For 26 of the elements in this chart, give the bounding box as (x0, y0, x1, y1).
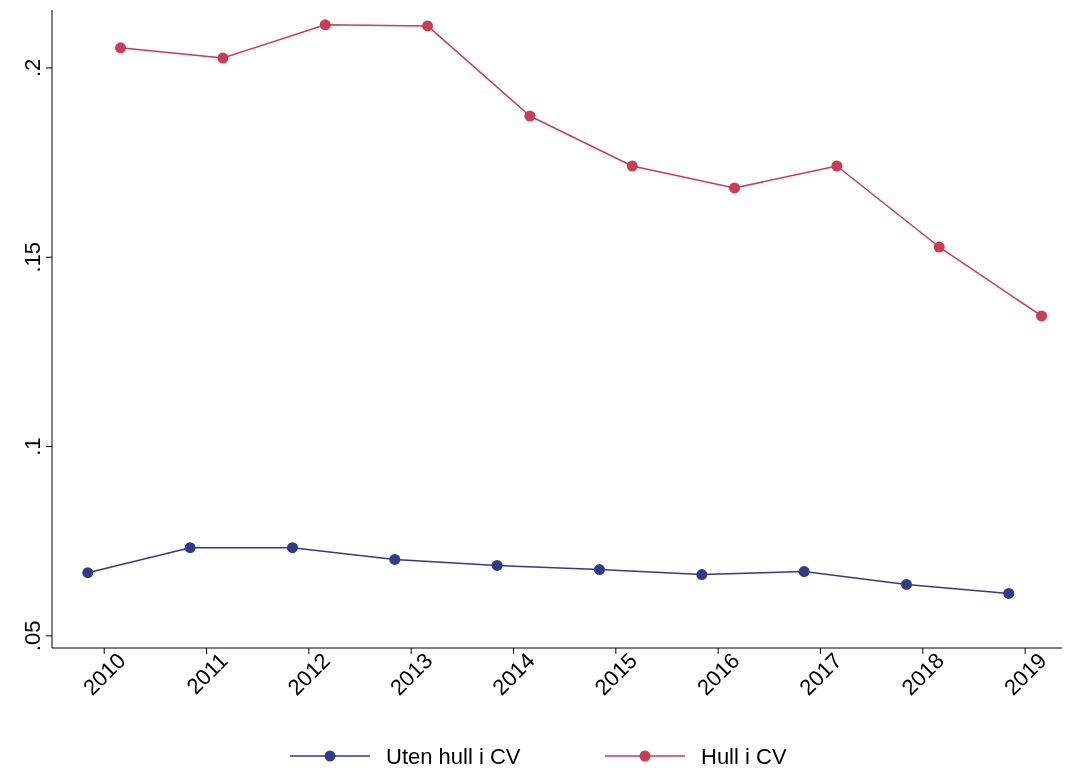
point (900, 578, 912, 590)
point (729, 182, 741, 194)
point (389, 553, 401, 565)
point (593, 564, 605, 576)
y-tick-label: .2 (20, 58, 45, 78)
point (798, 566, 810, 578)
y-tick-label: .1 (20, 437, 45, 456)
point (422, 20, 434, 32)
legend-label: Hull i CV (701, 743, 787, 769)
point (1036, 310, 1048, 322)
y-tick-label: .05 (20, 620, 45, 652)
point (115, 42, 127, 54)
y-tick-label: .15 (20, 241, 45, 273)
point (217, 52, 229, 64)
point (286, 542, 298, 554)
legend-label: Uten hull i CV (386, 743, 521, 769)
point (626, 160, 638, 172)
point (524, 110, 536, 122)
point (1003, 587, 1015, 599)
point (319, 19, 331, 31)
point (82, 567, 94, 579)
point (184, 542, 196, 554)
point (696, 569, 708, 581)
point (491, 559, 503, 571)
point (933, 241, 945, 253)
point (831, 160, 843, 172)
